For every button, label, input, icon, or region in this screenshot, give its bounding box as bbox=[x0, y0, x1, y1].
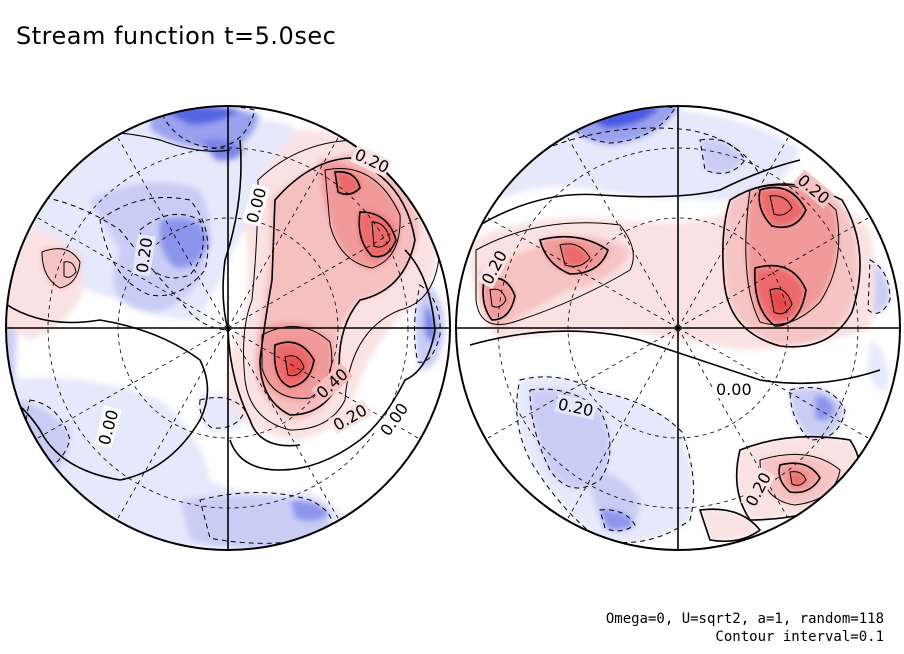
plot-title: Stream function t=5.0sec bbox=[16, 22, 337, 50]
right-contour-lines bbox=[469, 106, 891, 543]
left-hemisphere bbox=[5, 105, 451, 551]
left-contour-lines bbox=[6, 106, 441, 544]
contour-label: 0.00 bbox=[716, 380, 752, 399]
contour-label: 0.20 bbox=[133, 236, 157, 274]
right-color-fill bbox=[470, 106, 890, 543]
parameters-text: Omega=0, U=sqrt2, a=1, random=118 bbox=[605, 611, 884, 627]
right-hemisphere bbox=[455, 105, 901, 551]
plot-footer: Omega=0, U=sqrt2, a=1, random=118 Contou… bbox=[606, 610, 884, 646]
left-color-fill bbox=[6, 106, 445, 550]
contour-interval-text: Contour interval=0.1 bbox=[715, 629, 884, 645]
